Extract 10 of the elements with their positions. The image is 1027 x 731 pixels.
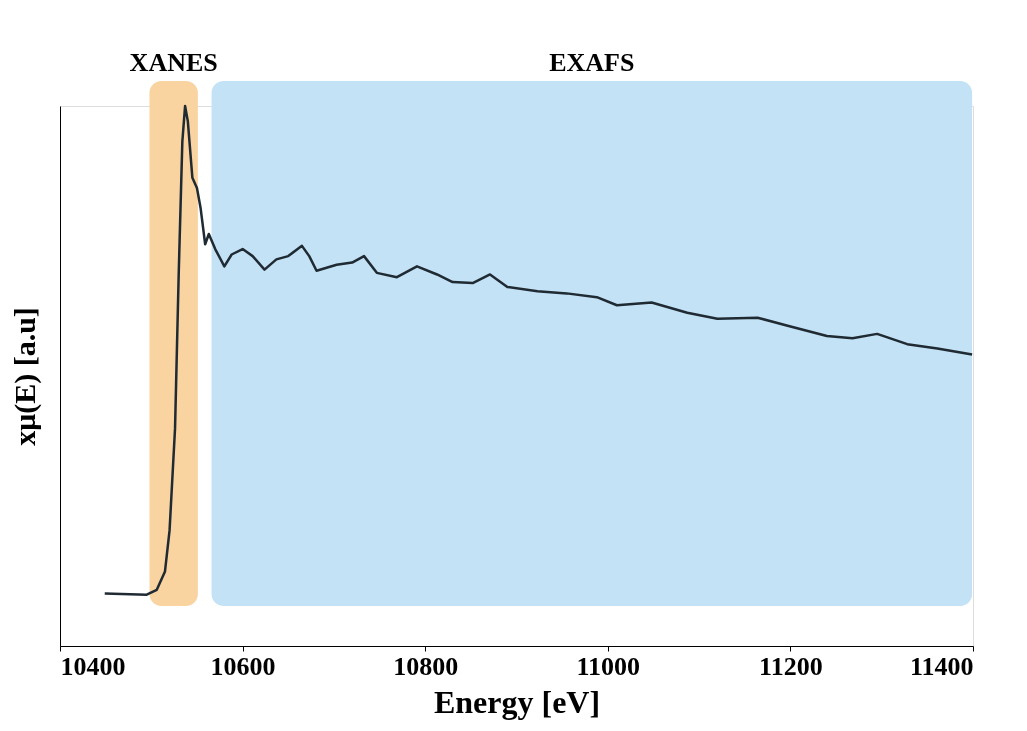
x-tick-label: 10600 xyxy=(210,651,276,681)
x-tick-label: 10400 xyxy=(60,651,126,681)
band-label: EXAFS xyxy=(549,48,635,77)
x-tick-label: 11000 xyxy=(576,651,641,681)
x-tick-label: 11400 xyxy=(909,651,974,681)
x-tick-label: 11200 xyxy=(759,651,823,681)
band-label: XANES xyxy=(129,48,218,77)
y-axis-title: xμ(E) [a.u] xyxy=(7,307,42,446)
x-axis-title: Energy [eV] xyxy=(433,683,601,720)
x-tick-label: 10800 xyxy=(393,651,459,681)
